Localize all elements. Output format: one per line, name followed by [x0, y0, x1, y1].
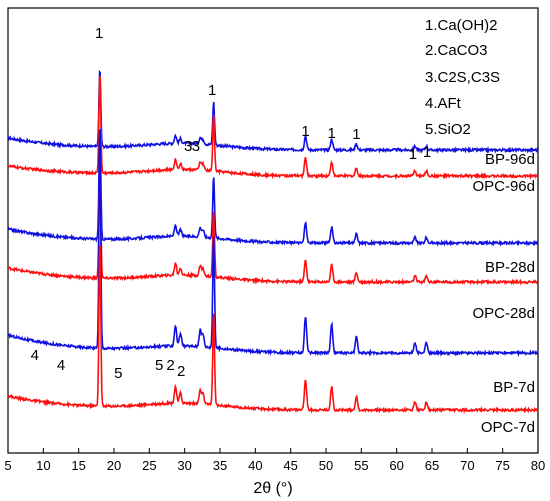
legend-entry-5: 5.SiO2	[425, 121, 471, 138]
series-label-bp-96d: BP-96d	[485, 151, 535, 168]
series-labels: BP-96d OPC-96d BP-28d OPC-28d BP-7d OPC-7d	[472, 151, 535, 436]
peak-annotation: 1	[301, 123, 309, 140]
legend-entry-3: 3.C2S,C3S	[425, 69, 500, 86]
peak-annotation: 4	[31, 347, 39, 364]
series-label-opc-96d: OPC-96d	[472, 178, 535, 195]
x-tick-label: 15	[71, 458, 85, 473]
peak-annotation: 1	[352, 126, 360, 143]
legend-entry-4: 4.AFt	[425, 95, 462, 112]
series-group	[7, 69, 539, 415]
x-tick-label: 35	[213, 458, 227, 473]
series-line-bp-28d	[7, 127, 539, 247]
peak-annotation: 2	[177, 363, 185, 380]
x-tick-label: 55	[354, 458, 368, 473]
legend: 1.Ca(OH)2 2.CaCO3 3.C2S,C3S 4.AFt 5.SiO2	[425, 17, 500, 138]
legend-entry-2: 2.CaCO3	[425, 42, 488, 59]
x-tick-label: 20	[107, 458, 121, 473]
peak-annotation: 1	[409, 146, 417, 163]
peak-annotation: 1	[327, 125, 335, 142]
x-tick-label: 45	[283, 458, 297, 473]
series-line-bp-96d	[7, 69, 539, 154]
x-tick-label: 30	[177, 458, 191, 473]
x-tick-label: 5	[4, 458, 11, 473]
x-tick-label: 10	[36, 458, 50, 473]
peak-annotation: 3	[184, 138, 192, 155]
series-line-opc-96d	[7, 75, 539, 181]
peak-annotation: 3	[192, 138, 200, 155]
peak-annotations: 111 1 11 13 344 5 5 2 2	[31, 25, 432, 382]
peak-annotation: 1	[95, 25, 103, 42]
series-line-opc-28d	[7, 162, 539, 286]
series-label-bp-7d: BP-7d	[493, 379, 535, 396]
x-tick-label: 40	[248, 458, 262, 473]
plot-frame	[7, 7, 539, 454]
peak-annotation: 5	[155, 357, 163, 374]
peak-annotation: 1	[208, 82, 216, 99]
x-tick-label: 65	[425, 458, 439, 473]
x-tick-label: 70	[460, 458, 474, 473]
series-label-opc-28d: OPC-28d	[472, 305, 535, 322]
series-line-opc-7d	[7, 245, 539, 415]
x-tick-label: 75	[495, 458, 509, 473]
series-label-opc-7d: OPC-7d	[481, 419, 535, 436]
x-tick-label: 50	[319, 458, 333, 473]
legend-entry-1: 1.Ca(OH)2	[425, 17, 498, 34]
x-tick-label: 60	[389, 458, 403, 473]
peak-annotation: 1	[423, 144, 431, 161]
x-tick-label: 80	[531, 458, 545, 473]
series-label-bp-28d: BP-28d	[485, 259, 535, 276]
series-line-bp-7d	[7, 151, 538, 358]
x-axis-title: 2θ (°)	[253, 480, 292, 497]
x-axis: 5 10 15 20 25 30 35 40 45 50 55 60 65 70 75 80	[4, 448, 545, 473]
peak-annotation: 2	[166, 357, 174, 374]
peak-annotation: 4	[57, 357, 65, 374]
x-tick-label: 25	[142, 458, 156, 473]
peak-annotation: 5	[114, 365, 122, 382]
